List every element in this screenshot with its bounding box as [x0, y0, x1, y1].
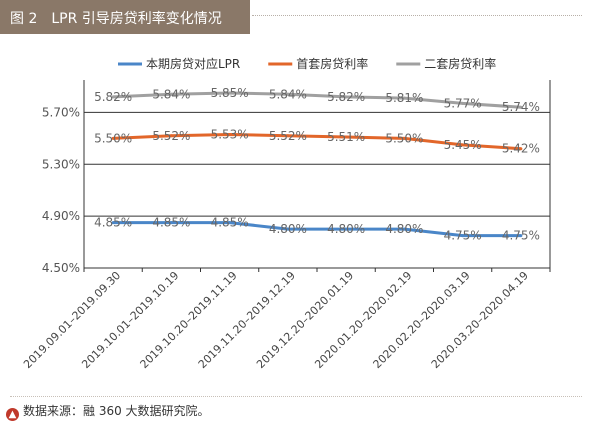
figure-title: 图 2 LPR 引导房贷利率变化情况 — [10, 11, 222, 27]
data-point-1 — [519, 147, 523, 151]
series-line-0 — [113, 221, 521, 238]
data-point-2 — [344, 95, 348, 99]
x-tick-label: 2019.10.01–2019.10.19 — [79, 269, 181, 371]
data-label-2: 5.74% — [502, 100, 540, 114]
data-point-0 — [402, 227, 406, 231]
up-arrow-icon: ▲ — [6, 408, 19, 421]
data-point-2 — [228, 91, 232, 95]
data-label-1: 5.50% — [94, 131, 132, 145]
data-point-1 — [169, 134, 173, 138]
data-label-0: 4.80% — [385, 222, 423, 236]
data-point-1 — [344, 135, 348, 139]
source-note: ▲ 数据来源：融 360 大数据研究院。 — [6, 402, 210, 421]
data-point-0 — [519, 234, 523, 238]
data-label-0: 4.75% — [502, 229, 540, 243]
x-tick-label: 2020.01.20–2020.02.19 — [312, 269, 414, 371]
x-tick-label: 2019.10.20–2019.11.19 — [138, 269, 240, 371]
source-text: 数据来源：融 360 大数据研究院。 — [23, 404, 210, 418]
series-line-2 — [113, 91, 521, 109]
data-label-2: 5.84% — [152, 87, 190, 101]
data-point-2 — [286, 92, 290, 96]
data-point-0 — [111, 221, 115, 225]
data-label-2: 5.85% — [211, 86, 249, 100]
data-point-2 — [402, 96, 406, 100]
x-tick-label: 2019.12.20–2020.01.19 — [254, 269, 356, 371]
data-label-1: 5.52% — [269, 129, 307, 143]
data-label-2: 5.82% — [327, 90, 365, 104]
data-label-2: 5.84% — [269, 87, 307, 101]
data-label-0: 4.85% — [152, 216, 190, 230]
y-tick-label: 5.30% — [42, 157, 80, 171]
legend-label-1: 首套房贷利率 — [296, 56, 368, 71]
data-label-1: 5.52% — [152, 129, 190, 143]
legend-label-0: 本期房贷对应LPR — [146, 56, 240, 71]
data-label-2: 5.81% — [385, 91, 423, 105]
x-tick-label: 2020.02.20–2020.03.19 — [371, 269, 473, 371]
data-point-1 — [461, 143, 465, 147]
data-label-2: 5.77% — [444, 96, 482, 110]
data-point-2 — [461, 101, 465, 105]
data-point-2 — [169, 92, 173, 96]
series-line-1 — [113, 132, 521, 151]
data-point-2 — [519, 105, 523, 109]
data-point-1 — [402, 136, 406, 140]
data-label-0: 4.85% — [94, 216, 132, 230]
data-label-1: 5.50% — [385, 131, 423, 145]
data-point-0 — [286, 227, 290, 231]
data-label-1: 5.45% — [444, 138, 482, 152]
data-label-2: 5.82% — [94, 90, 132, 104]
data-label-1: 5.42% — [502, 142, 540, 156]
data-label-1: 5.53% — [211, 127, 249, 141]
data-label-1: 5.51% — [327, 130, 365, 144]
data-label-0: 4.80% — [327, 222, 365, 236]
y-tick-label: 4.50% — [42, 261, 80, 275]
y-tick-label: 5.70% — [42, 105, 80, 119]
data-point-1 — [228, 132, 232, 136]
data-point-1 — [111, 136, 115, 140]
data-point-0 — [169, 221, 173, 225]
line-chart: 本期房贷对应LPR 首套房贷利率 二套房贷利率 4.50% 4.90% 5.30% 5.70… — [21, 56, 551, 371]
data-point-1 — [286, 134, 290, 138]
title-divider — [252, 15, 582, 16]
y-tick-label: 4.90% — [42, 209, 80, 223]
x-tick-label: 2019.09.01–2019.09.30 — [21, 269, 123, 371]
x-tick-label: 2020.03.20–2020.04.19 — [429, 269, 531, 371]
x-tick-label: 2019.11.20–2019.12.19 — [196, 269, 298, 371]
legend-label-2: 二套房贷利率 — [424, 56, 496, 71]
data-point-0 — [344, 227, 348, 231]
data-label-0: 4.85% — [211, 216, 249, 230]
data-point-0 — [461, 234, 465, 238]
data-label-0: 4.80% — [269, 222, 307, 236]
source-divider — [10, 396, 582, 397]
figure-title-bar: 图 2 LPR 引导房贷利率变化情况 — [0, 0, 250, 34]
data-point-2 — [111, 95, 115, 99]
data-label-0: 4.75% — [444, 229, 482, 243]
data-point-0 — [228, 221, 232, 225]
